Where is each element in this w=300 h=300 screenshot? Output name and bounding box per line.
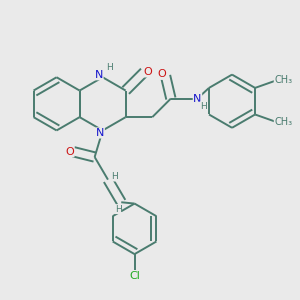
Text: CH₃: CH₃ <box>274 118 292 128</box>
Text: O: O <box>144 67 152 77</box>
Text: N: N <box>96 128 104 138</box>
Text: N: N <box>193 94 202 103</box>
Text: Cl: Cl <box>129 271 140 281</box>
Text: H: H <box>112 172 118 181</box>
Text: CH₃: CH₃ <box>274 75 292 85</box>
Text: O: O <box>65 147 74 157</box>
Text: N: N <box>95 70 103 80</box>
Text: H: H <box>106 63 113 72</box>
Text: H: H <box>115 205 122 214</box>
Text: H: H <box>200 102 206 111</box>
Text: O: O <box>158 69 166 80</box>
